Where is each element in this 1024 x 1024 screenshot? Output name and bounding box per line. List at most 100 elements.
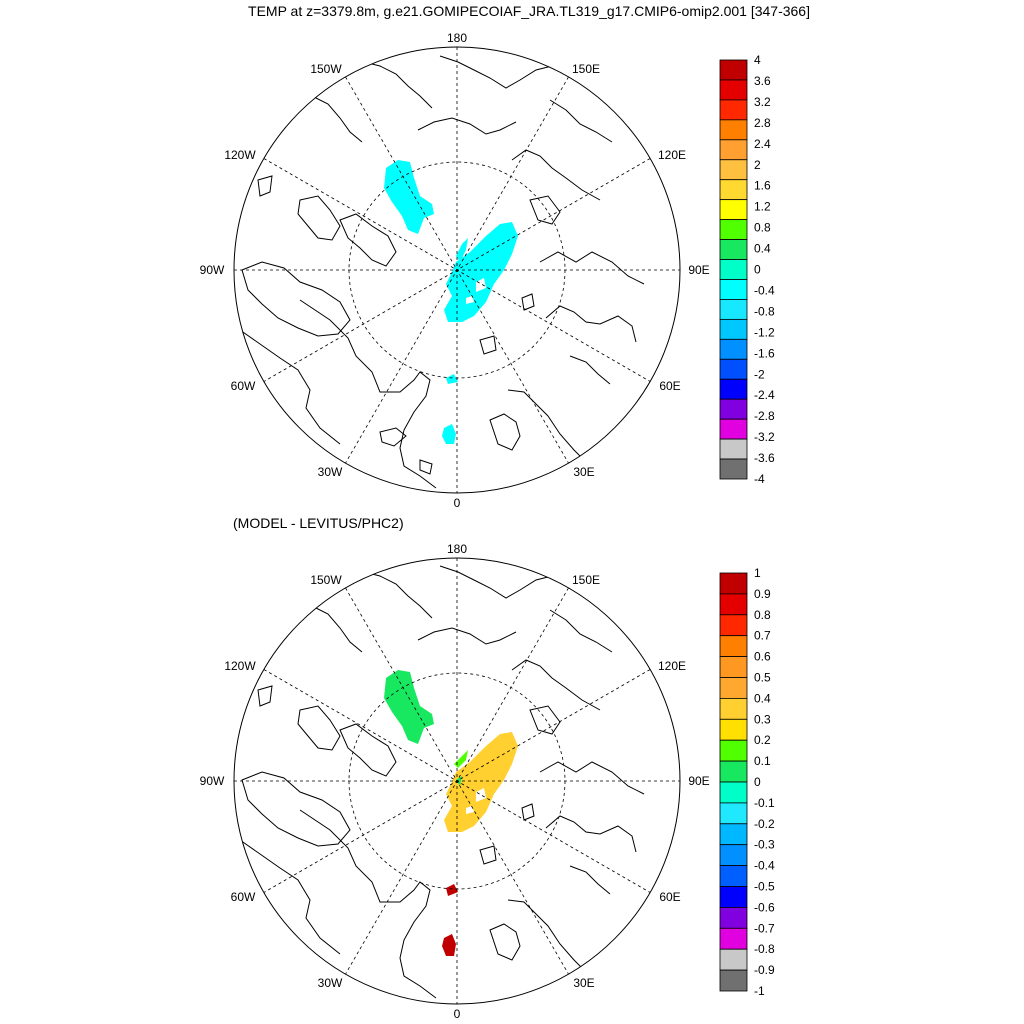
lon-label-90e: 90E xyxy=(688,774,709,788)
colorbar-box xyxy=(719,79,748,101)
lon-label-90e: 90E xyxy=(688,263,709,277)
graticule xyxy=(234,47,680,493)
colorbar-top: 4 3.6 3.2 2.8 2.4 2 1.6 1.2 0.8 0.4 0 -0.4 -0.8 -1.2 -… xyxy=(719,53,775,486)
lon-label-30w: 30W xyxy=(318,465,343,479)
colorbar-label: -0.3 xyxy=(754,838,775,852)
lon-label-90w: 90W xyxy=(200,263,225,277)
colorbar-box xyxy=(719,338,748,360)
colorbar-box xyxy=(719,378,748,400)
colorbar-label: 0.3 xyxy=(754,712,771,726)
colorbar-box xyxy=(719,823,748,846)
colorbar-label: -0.1 xyxy=(754,796,775,810)
field-patch-fram xyxy=(446,374,458,384)
lon-label-150w: 150W xyxy=(310,573,342,587)
colorbar-box xyxy=(719,219,748,240)
colorbar-label: -2.4 xyxy=(754,388,775,402)
colorbar-label: 2.8 xyxy=(754,116,771,130)
colorbar-box xyxy=(719,279,748,300)
colorbar-label: -1.2 xyxy=(754,325,775,339)
lon-label-180: 180 xyxy=(447,31,467,45)
colorbar-box xyxy=(719,886,748,908)
colorbar-box xyxy=(719,139,748,161)
lon-label-60w: 60W xyxy=(231,379,256,393)
colorbar-label: 4 xyxy=(754,53,761,67)
colorbar-label: 0 xyxy=(754,775,761,789)
temperature-field xyxy=(384,160,518,444)
colorbar-label: 0.8 xyxy=(754,221,771,235)
field-patch-small xyxy=(454,750,468,768)
colorbar-box xyxy=(719,358,748,380)
colorbar-label: 0 xyxy=(754,263,761,277)
colorbar-label: 0.9 xyxy=(754,587,771,601)
lon-label-60e: 60E xyxy=(659,890,680,904)
colorbar-box xyxy=(719,398,748,420)
colorbar-box xyxy=(719,572,748,595)
colorbar-label: -0.8 xyxy=(754,942,775,956)
lon-label-60w: 60W xyxy=(231,890,256,904)
colorbar-box xyxy=(719,677,748,699)
colorbar-label: -2 xyxy=(754,367,765,381)
colorbar-box xyxy=(719,760,748,783)
coastlines xyxy=(239,55,645,489)
lon-label-30w: 30W xyxy=(318,976,343,990)
lon-label-120e: 120E xyxy=(658,659,686,673)
colorbar-label: 0.4 xyxy=(754,691,771,705)
field-patch-eurasian-basin xyxy=(444,732,518,832)
lon-label-30e: 30E xyxy=(573,976,594,990)
lon-label-0: 0 xyxy=(454,1007,461,1021)
colorbar-box xyxy=(719,299,748,320)
lon-label-120e: 120E xyxy=(658,148,686,162)
colorbar-label: -0.8 xyxy=(754,304,775,318)
colorbar-box xyxy=(719,844,748,867)
longitude-labels: 180 150E 120E 90E 60E 30E 0 30W 60W 90W … xyxy=(200,31,710,510)
colorbar-box xyxy=(719,698,748,720)
colorbar-box xyxy=(719,593,748,616)
difference-field xyxy=(384,670,518,956)
colorbar-box xyxy=(719,239,748,260)
colorbar-box xyxy=(719,199,748,221)
colorbar-label: -4 xyxy=(754,472,765,486)
coastlines xyxy=(239,565,645,999)
colorbar-box xyxy=(719,99,748,121)
colorbar-label: -0.2 xyxy=(754,817,775,831)
colorbar-label: 2.4 xyxy=(754,137,771,151)
colorbar-box xyxy=(719,458,748,480)
colorbar-label: -1.6 xyxy=(754,346,775,360)
colorbar-box xyxy=(719,948,748,971)
colorbar-label: -2.8 xyxy=(754,409,775,423)
field-patch-beaufort xyxy=(384,670,434,744)
map-panel-bottom: 180 150E 120E 90E 60E 30E 0 30W 60W 90W … xyxy=(200,542,775,1021)
colorbar-box xyxy=(719,781,748,804)
colorbar-box xyxy=(719,969,748,992)
colorbar-label: -0.7 xyxy=(754,921,775,935)
figure-subtitle: (MODEL - LEVITUS/PHC2) xyxy=(233,515,404,531)
lon-label-180: 180 xyxy=(447,542,467,556)
colorbar-bottom: 1 0.9 0.8 0.7 0.6 0.5 0.4 0.3 0.2 0.1 0 -0.1 -0.2 -0.… xyxy=(719,566,775,998)
colorbar-box xyxy=(719,865,748,887)
lon-label-120w: 120W xyxy=(224,659,256,673)
colorbar-label: 0.8 xyxy=(754,608,771,622)
colorbar-label: -0.4 xyxy=(754,859,775,873)
field-patch-fram xyxy=(446,884,458,896)
colorbar-label: -0.5 xyxy=(754,880,775,894)
colorbar-label: 1 xyxy=(754,566,761,580)
colorbar-box xyxy=(719,119,748,141)
longitude-labels: 180 150E 120E 90E 60E 30E 0 30W 60W 90W … xyxy=(200,542,710,1021)
field-patch-norwegian xyxy=(442,934,456,956)
colorbar-label: 1.6 xyxy=(754,179,771,193)
lon-label-120w: 120W xyxy=(224,148,256,162)
colorbar-box xyxy=(719,259,748,280)
colorbar-box xyxy=(719,418,748,440)
colorbar-box xyxy=(719,59,748,81)
colorbar-box xyxy=(719,159,748,181)
colorbar-label: 3.2 xyxy=(754,95,771,109)
colorbar-label: -3.2 xyxy=(754,430,775,444)
colorbar-label: -0.9 xyxy=(754,963,775,977)
colorbar-box xyxy=(719,635,748,658)
colorbar-box xyxy=(719,318,748,340)
lon-label-0: 0 xyxy=(454,496,461,510)
figure-title: TEMP at z=3379.8m, g.e21.GOMIPECOIAF_JRA… xyxy=(248,3,810,19)
colorbar-label: -1 xyxy=(754,984,765,998)
map-boundary xyxy=(233,557,681,1005)
colorbar-box xyxy=(719,739,748,762)
